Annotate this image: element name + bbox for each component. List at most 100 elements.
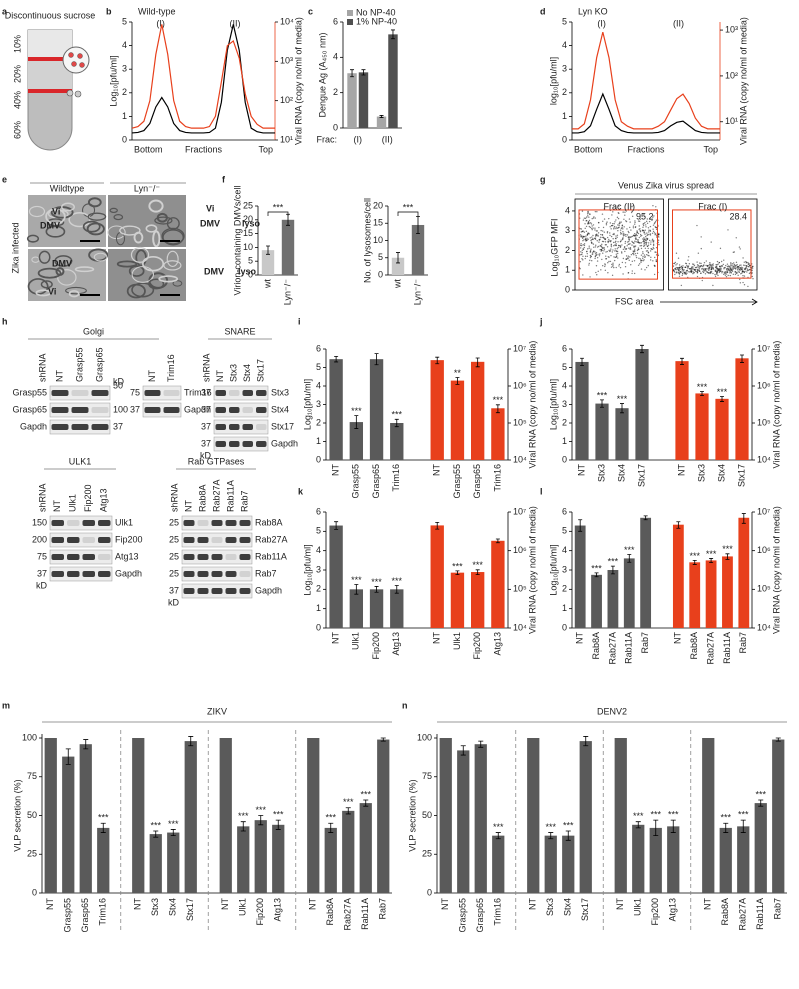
event-dot bbox=[617, 252, 619, 255]
event-dot bbox=[633, 272, 636, 275]
event-dot bbox=[603, 250, 605, 252]
category-label: NT bbox=[576, 464, 586, 476]
tick-label: 5 bbox=[562, 526, 567, 536]
event-dot bbox=[634, 250, 636, 253]
event-dot bbox=[589, 256, 592, 259]
event-dot bbox=[707, 268, 709, 270]
event-dot bbox=[596, 240, 598, 242]
bar bbox=[595, 403, 609, 460]
error-bar bbox=[478, 740, 484, 748]
event-dot bbox=[696, 272, 698, 274]
y-label: Log₁₀GFP MFI bbox=[549, 218, 559, 276]
event-dot bbox=[592, 217, 595, 219]
tick-label: 0 bbox=[562, 454, 567, 464]
event-dot bbox=[714, 270, 717, 272]
event-dot bbox=[647, 247, 649, 250]
event-dot bbox=[599, 238, 601, 240]
event-dot bbox=[733, 251, 735, 253]
event-dot bbox=[726, 268, 728, 270]
tick-label: 0 bbox=[378, 269, 383, 279]
event-dot bbox=[610, 243, 613, 246]
event-dot bbox=[649, 233, 652, 235]
event-dot bbox=[618, 226, 620, 228]
tick-label: 10³ bbox=[280, 56, 293, 66]
event-dot bbox=[644, 241, 647, 244]
x-label: Top bbox=[258, 144, 273, 154]
organelle bbox=[109, 207, 118, 214]
event-dot bbox=[728, 265, 730, 267]
event-dot bbox=[613, 259, 616, 262]
category-label: Stx3 bbox=[596, 464, 606, 482]
bar bbox=[376, 116, 387, 128]
y-label: log₁₀[pfu/ml] bbox=[548, 57, 558, 105]
event-dot bbox=[682, 268, 684, 271]
event-dot bbox=[600, 269, 602, 271]
tick-label: 1 bbox=[316, 436, 321, 446]
category-label: Stx4 bbox=[168, 898, 178, 916]
event-dot bbox=[658, 243, 660, 246]
band bbox=[67, 537, 80, 543]
event-dot bbox=[607, 240, 609, 243]
category-label: Trim16 bbox=[391, 464, 401, 492]
size-marker: 37 bbox=[130, 404, 140, 414]
event-dot bbox=[593, 216, 595, 218]
error-bar bbox=[374, 353, 379, 366]
event-dot bbox=[592, 251, 594, 254]
tick-label: 10⁵ bbox=[513, 417, 527, 427]
bar bbox=[324, 827, 337, 893]
band bbox=[256, 424, 267, 430]
event-dot bbox=[592, 224, 595, 226]
size-marker: kD bbox=[113, 376, 125, 386]
category-label: Stx3 bbox=[150, 898, 160, 916]
band bbox=[51, 537, 64, 543]
event-dot bbox=[649, 259, 652, 261]
event-dot bbox=[677, 257, 680, 259]
event-dot bbox=[582, 259, 584, 261]
event-dot bbox=[619, 229, 622, 231]
row-label: Fip200 bbox=[115, 534, 143, 544]
event-dot bbox=[635, 256, 638, 259]
band bbox=[183, 588, 195, 594]
band bbox=[67, 520, 80, 526]
event-dot bbox=[582, 236, 585, 238]
event-dot bbox=[630, 264, 632, 266]
event-dot bbox=[584, 238, 587, 241]
event-dot bbox=[634, 232, 636, 235]
event-dot bbox=[633, 245, 635, 247]
event-dot bbox=[679, 268, 681, 271]
event-dot bbox=[740, 264, 742, 266]
band bbox=[215, 441, 226, 447]
bar bbox=[574, 525, 586, 628]
row-label: Ulk1 bbox=[115, 517, 133, 527]
blot-strip bbox=[213, 402, 269, 418]
event-dot bbox=[701, 279, 703, 282]
event-dot bbox=[612, 264, 614, 266]
category-label: Rab8A bbox=[689, 632, 699, 660]
row-label: Grasp55 bbox=[12, 387, 47, 397]
event-dot bbox=[634, 220, 636, 222]
blot-strip bbox=[49, 549, 113, 565]
lane-label: Trim16 bbox=[166, 354, 176, 382]
category-label: Rab11A bbox=[624, 632, 634, 664]
organelle bbox=[128, 265, 145, 277]
bar bbox=[491, 408, 505, 460]
event-dot bbox=[721, 272, 723, 274]
event-dot bbox=[646, 250, 649, 252]
error-bar bbox=[653, 819, 659, 837]
bar bbox=[411, 224, 425, 275]
event-dot bbox=[652, 243, 655, 245]
event-dot bbox=[644, 247, 647, 249]
event-dot bbox=[611, 251, 614, 253]
event-dot bbox=[720, 267, 722, 269]
error-bar bbox=[580, 357, 584, 367]
event-dot bbox=[638, 263, 641, 265]
size-marker: 37 bbox=[169, 585, 179, 595]
tick-label: 6 bbox=[316, 343, 321, 353]
event-dot bbox=[609, 250, 612, 252]
category-label: Rab8A bbox=[325, 898, 335, 926]
tick-label: 10³ bbox=[725, 24, 738, 34]
event-dot bbox=[617, 257, 619, 259]
event-dot bbox=[653, 222, 656, 225]
event-dot bbox=[620, 251, 623, 253]
event-dot bbox=[639, 258, 642, 260]
